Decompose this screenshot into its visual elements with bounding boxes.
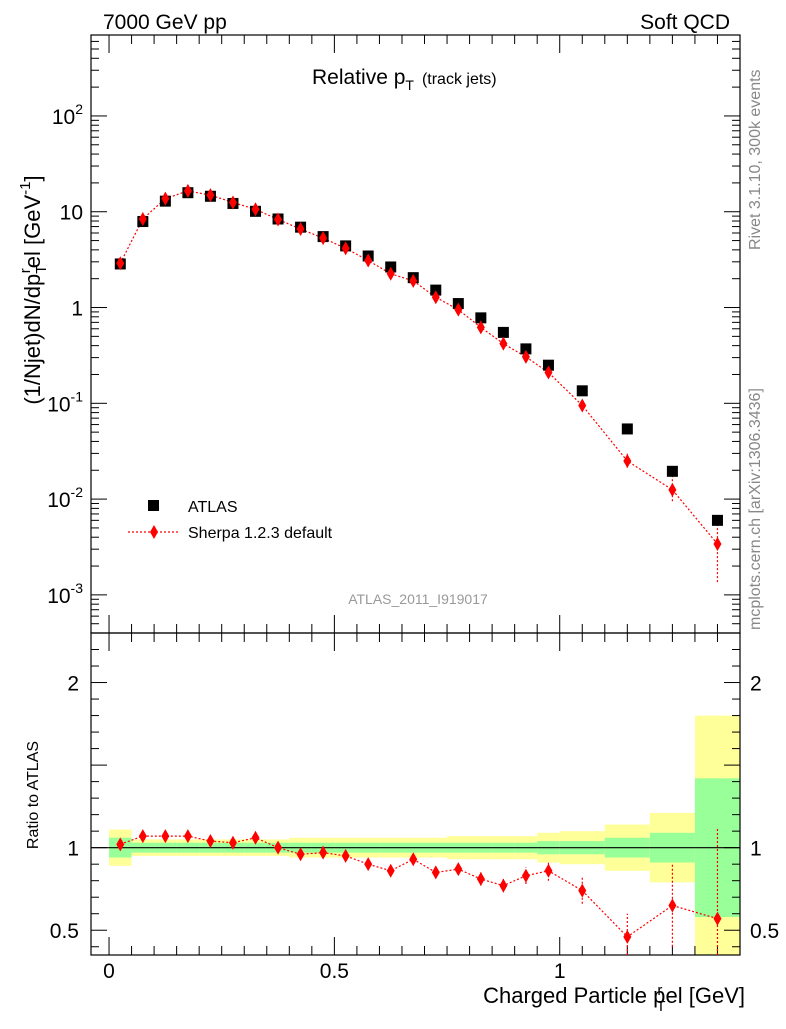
header-right: Soft QCD bbox=[640, 11, 730, 34]
sherpa-point bbox=[454, 302, 463, 317]
legend-label-atlas: ATLAS bbox=[188, 499, 238, 516]
side-text-top: Rivet 3.1.10, 300k events bbox=[747, 69, 764, 250]
atlas-point bbox=[520, 343, 532, 355]
ratio-sherpa-point bbox=[623, 929, 632, 944]
ratio-sherpa-point bbox=[668, 898, 677, 913]
x-tick-label: 0 bbox=[103, 960, 115, 983]
ratio-sherpa-point bbox=[341, 848, 350, 863]
atlas-point bbox=[621, 423, 633, 435]
sherpa-point bbox=[476, 320, 485, 335]
ratio-sherpa-point bbox=[116, 837, 125, 852]
ratio-sherpa-point bbox=[521, 868, 530, 883]
atlas-point bbox=[666, 465, 678, 477]
legend: ATLAS Sherpa 1.2.3 default bbox=[128, 499, 333, 542]
plot-frames bbox=[90, 34, 741, 956]
atlas-point bbox=[430, 284, 442, 296]
ratio-y-tick-label: 0.5 bbox=[50, 920, 79, 943]
ratio-y-tick-label-right: 1 bbox=[750, 838, 762, 861]
ratio-y-tick-label: 2 bbox=[67, 673, 79, 696]
main-y-tick-label: 10-1 bbox=[47, 388, 83, 416]
sherpa-point bbox=[161, 191, 170, 206]
x-tick-label: 0.5 bbox=[320, 960, 349, 983]
legend-marker-sherpa bbox=[150, 525, 158, 539]
ratio-sherpa-point bbox=[431, 865, 440, 880]
sherpa-point bbox=[206, 188, 215, 203]
ratio-sherpa-point bbox=[364, 857, 373, 872]
side-text-bottom: mcplots.cern.ch [arXiv:1306.3436] bbox=[747, 388, 764, 630]
legend-label-sherpa: Sherpa 1.2.3 default bbox=[188, 525, 333, 542]
ratio-sherpa-point bbox=[578, 883, 587, 898]
ratio-sherpa-point bbox=[319, 845, 328, 860]
ratio-y-tick-label-right: 0.5 bbox=[750, 920, 779, 943]
main-y-tick-label: 10-3 bbox=[47, 580, 83, 608]
sherpa-point bbox=[623, 453, 632, 468]
sherpa-point bbox=[319, 231, 328, 246]
sherpa-line bbox=[119, 190, 718, 545]
sherpa-point bbox=[431, 290, 440, 305]
sherpa-point bbox=[274, 212, 283, 227]
sherpa-point bbox=[521, 349, 530, 364]
sherpa-point bbox=[544, 365, 553, 380]
sherpa-point bbox=[386, 266, 395, 281]
ratio-sherpa-point bbox=[386, 863, 395, 878]
sherpa-point bbox=[364, 253, 373, 268]
sherpa-point bbox=[296, 222, 305, 237]
ratio-sherpa-point bbox=[206, 834, 215, 849]
atlas-point bbox=[475, 312, 487, 324]
ratio-y-axis-label: Ratio to ATLAS bbox=[25, 741, 42, 849]
ratio-sherpa-line bbox=[120, 835, 718, 938]
sherpa-point bbox=[668, 482, 677, 497]
main-panel-series bbox=[114, 183, 723, 583]
ratio-y-tick-label-right: 2 bbox=[750, 673, 762, 696]
ratio-sherpa-point bbox=[274, 840, 283, 855]
legend-marker-atlas bbox=[148, 500, 159, 511]
atlas-point bbox=[576, 385, 588, 397]
ratio-sherpa-point bbox=[228, 835, 237, 850]
sherpa-point bbox=[341, 241, 350, 256]
atlas-point bbox=[542, 359, 554, 371]
header-left: 7000 GeV pp bbox=[103, 11, 227, 34]
ratio-sherpa-point bbox=[454, 862, 463, 877]
axis-tick-labels: 10-3 10-2 10-1 1 10 102 0.5 0.5 1 1 2 2 0 0.5 1 bbox=[47, 101, 779, 983]
main-y-tick-label: 1 bbox=[71, 298, 83, 321]
main-y-tick-label: 10-2 bbox=[47, 484, 83, 512]
sherpa-point bbox=[578, 398, 587, 413]
ratio-sherpa-point bbox=[138, 829, 147, 844]
ratio-sherpa-point bbox=[409, 852, 418, 867]
sherpa-point bbox=[116, 256, 125, 271]
ratio-sherpa-point bbox=[499, 878, 508, 893]
ratio-sherpa-point bbox=[183, 829, 192, 844]
x-axis-label: Charged Particle pr Tel [GeV] bbox=[483, 982, 745, 1015]
ratio-panel-series bbox=[116, 827, 722, 955]
ratio-sherpa-point bbox=[476, 872, 485, 887]
sherpa-point bbox=[138, 211, 147, 226]
main-y-axis-label: (1/Njet)dN/dpTrel [GeV-1] bbox=[17, 175, 50, 404]
ratio-sherpa-point bbox=[251, 830, 260, 845]
atlas-point bbox=[497, 326, 509, 338]
ratio-sherpa-point bbox=[161, 829, 170, 844]
sherpa-point bbox=[499, 336, 508, 351]
x-tick-label: 1 bbox=[554, 960, 566, 983]
ratio-sherpa-point bbox=[296, 847, 305, 862]
sherpa-point bbox=[183, 183, 192, 198]
sherpa-point bbox=[251, 202, 260, 217]
sherpa-point bbox=[409, 273, 418, 288]
ratio-y-tick-label: 1 bbox=[67, 838, 79, 861]
axis-ticks bbox=[91, 34, 741, 955]
atlas-point bbox=[711, 514, 723, 526]
ratio-sherpa-point bbox=[544, 863, 553, 878]
analysis-id-label: ATLAS_2011_I919017 bbox=[348, 591, 488, 607]
plot-title: Relative pT (track jets) bbox=[312, 66, 497, 93]
main-panel-frame bbox=[90, 34, 741, 634]
main-y-tick-label: 102 bbox=[52, 101, 83, 129]
main-y-tick-label: 10 bbox=[60, 202, 83, 225]
sherpa-point bbox=[228, 195, 237, 210]
sherpa-point bbox=[713, 536, 722, 551]
ratio-panel-frame bbox=[90, 632, 741, 956]
ratio-sherpa-point bbox=[713, 911, 722, 926]
